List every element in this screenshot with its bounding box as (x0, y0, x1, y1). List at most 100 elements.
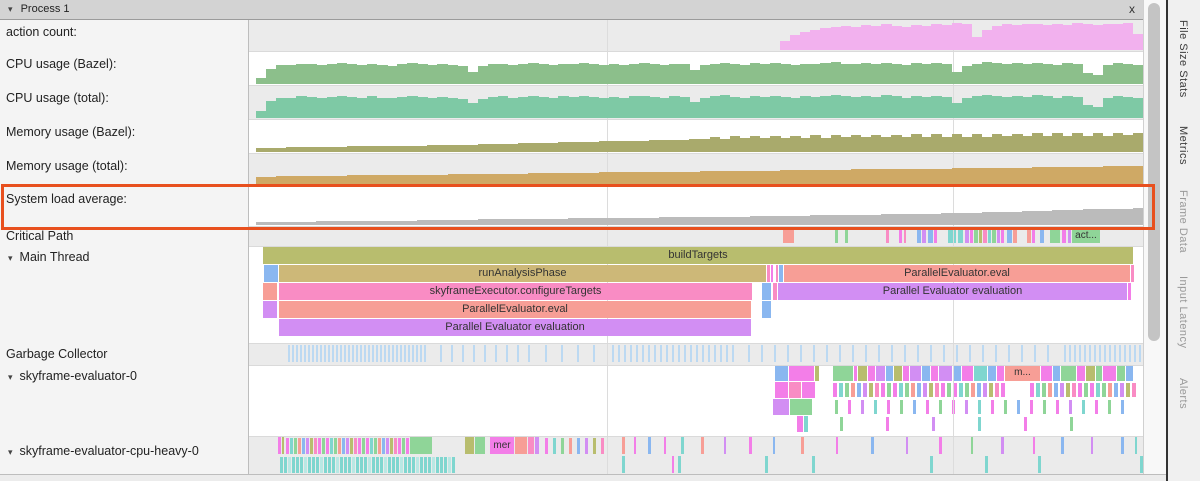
counter-chart[interactable] (248, 19, 1143, 51)
slice[interactable] (815, 365, 819, 381)
slice[interactable] (773, 437, 775, 454)
flame-bar[interactable] (773, 283, 777, 300)
slice[interactable] (282, 437, 284, 454)
slice[interactable] (997, 365, 1004, 381)
slice[interactable] (988, 365, 996, 381)
horizontal-scrollbar[interactable] (0, 474, 1166, 481)
slice[interactable]: mer (490, 437, 514, 454)
flame-bar[interactable]: Parallel Evaluator evaluation (778, 283, 1127, 300)
flame-bar[interactable]: ParallelEvaluator.eval (279, 301, 751, 318)
slice[interactable] (1061, 365, 1076, 381)
slice[interactable] (789, 365, 814, 381)
slice[interactable]: m... (1005, 365, 1040, 381)
critical-path-event[interactable] (904, 228, 906, 243)
slice[interactable] (773, 399, 789, 415)
critical-path-event[interactable] (1062, 228, 1066, 243)
slice[interactable] (775, 365, 788, 381)
slice[interactable] (876, 365, 885, 381)
slice[interactable] (678, 456, 681, 473)
flame-bar[interactable] (767, 265, 770, 282)
slice[interactable] (701, 437, 704, 454)
flame-bar[interactable]: ParallelEvaluator.eval (784, 265, 1130, 282)
critical-path-event[interactable] (934, 228, 937, 243)
slice[interactable] (985, 456, 988, 473)
critical-path-event[interactable] (835, 228, 838, 243)
slice[interactable] (802, 382, 815, 398)
counter-chart[interactable] (248, 51, 1143, 85)
critical-path-event[interactable] (970, 228, 973, 243)
slice[interactable] (801, 437, 804, 454)
slice[interactable] (515, 437, 527, 454)
critical-path-event[interactable] (922, 228, 926, 243)
slice[interactable] (528, 437, 534, 454)
counter-chart[interactable] (248, 153, 1143, 186)
slice[interactable] (858, 365, 867, 381)
critical-path-event[interactable] (1040, 228, 1044, 243)
slice[interactable] (749, 437, 752, 454)
slice[interactable] (894, 365, 902, 381)
critical-path-event[interactable] (845, 228, 848, 243)
critical-path-event[interactable]: act... (1072, 228, 1100, 243)
slice[interactable] (804, 416, 808, 432)
slice[interactable] (974, 365, 987, 381)
critical-path-event[interactable] (992, 228, 996, 243)
slice[interactable] (797, 416, 803, 432)
slice[interactable] (886, 365, 893, 381)
critical-path-event[interactable] (899, 228, 902, 243)
slice[interactable] (1086, 365, 1095, 381)
counter-chart[interactable] (248, 119, 1143, 153)
slice[interactable] (664, 437, 666, 454)
slice[interactable] (906, 437, 908, 454)
critical-path-event[interactable] (1007, 228, 1012, 243)
slice[interactable] (1135, 437, 1137, 454)
slice[interactable] (278, 437, 281, 454)
slice[interactable] (681, 437, 684, 454)
flame-bar[interactable] (264, 265, 278, 282)
tab-file-size-stats[interactable]: File Size Stats (1177, 20, 1189, 98)
tab-frame-data[interactable]: Frame Data (1177, 190, 1189, 254)
slice[interactable] (765, 456, 768, 473)
flame-bar[interactable]: skyframeExecutor.configureTargets (279, 283, 752, 300)
flame-bar[interactable] (263, 301, 277, 318)
slice[interactable] (1091, 437, 1093, 454)
flame-bar[interactable] (1128, 283, 1131, 300)
slice[interactable] (971, 437, 973, 454)
slice[interactable] (962, 365, 973, 381)
slice[interactable] (953, 365, 961, 381)
slice[interactable] (410, 437, 432, 454)
flame-bar[interactable] (762, 283, 771, 300)
slice[interactable] (1041, 365, 1052, 381)
slice[interactable] (1061, 437, 1064, 454)
flame-bar[interactable] (776, 265, 778, 282)
slice[interactable] (871, 437, 874, 454)
critical-path-event[interactable] (1050, 228, 1060, 243)
slice[interactable] (854, 365, 857, 381)
flame-bar[interactable] (771, 265, 773, 282)
slice[interactable] (634, 437, 636, 454)
slice[interactable] (931, 365, 938, 381)
slice[interactable] (833, 365, 853, 381)
critical-path-event[interactable] (997, 228, 1000, 243)
critical-path-event[interactable] (948, 228, 956, 243)
critical-path-event[interactable] (917, 228, 921, 243)
slice[interactable] (535, 437, 539, 454)
slice[interactable] (465, 437, 474, 454)
slice[interactable] (789, 382, 801, 398)
critical-path-event[interactable] (979, 228, 982, 243)
slice[interactable] (868, 365, 875, 381)
critical-path-event[interactable] (928, 228, 933, 243)
slice[interactable] (903, 365, 909, 381)
critical-path-event[interactable] (1032, 228, 1035, 243)
trace-canvas[interactable]: act... buildTargets runAnalysisPhase Parall… (0, 0, 1143, 474)
slice[interactable] (910, 365, 921, 381)
collapse-process-icon[interactable]: ▾ (8, 4, 13, 14)
slice[interactable] (622, 456, 625, 473)
collapse-skyframe-evaluator-cpu-heavy-0-icon[interactable]: ▾ (8, 447, 13, 457)
tab-alerts[interactable]: Alerts (1177, 378, 1189, 410)
critical-path-event[interactable] (988, 228, 991, 243)
close-icon[interactable]: x (1129, 2, 1135, 16)
slice[interactable] (1117, 365, 1125, 381)
slice[interactable] (939, 437, 942, 454)
slice[interactable] (1038, 456, 1041, 473)
critical-path-event[interactable] (974, 228, 978, 243)
